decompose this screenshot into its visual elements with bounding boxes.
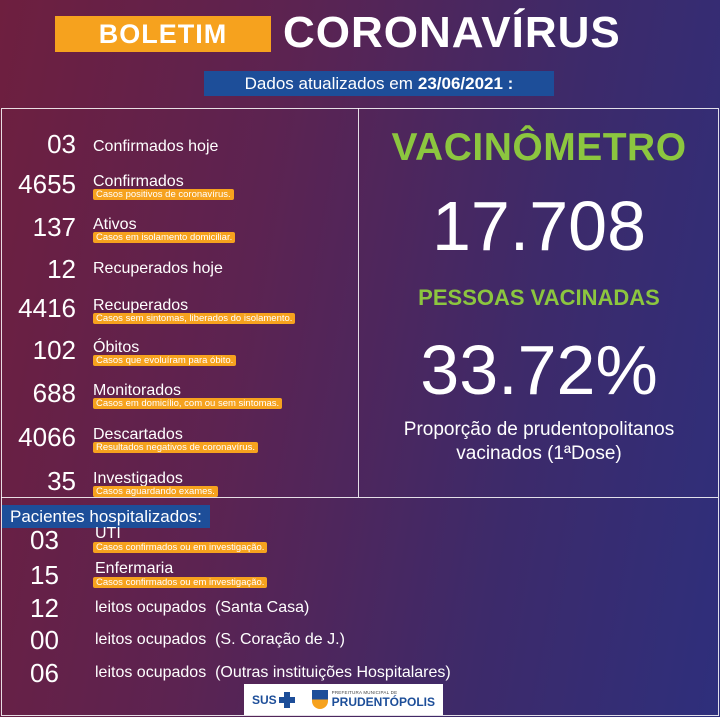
stat-label: Ativos bbox=[93, 216, 137, 233]
stat-label: Recuperados hoje bbox=[93, 260, 223, 277]
stat-label: Recuperados bbox=[93, 297, 189, 314]
stat-sublabel: Casos em domicílio, com ou sem sintomas. bbox=[93, 398, 283, 409]
hosp-row-outras: 06 leitos ocupados (Outras instituições … bbox=[0, 658, 560, 690]
vaccine-percent: 33.72% bbox=[420, 331, 658, 409]
hosp-number: 03 bbox=[30, 525, 59, 555]
vaccine-title: VACINÔMETRO bbox=[391, 126, 687, 169]
stat-row-recuperados-hoje: 12 Recuperados hoje bbox=[0, 254, 356, 294]
stat-row-confirmados: 4655 Confirmados Casos positivos de coro… bbox=[0, 169, 356, 209]
hosp-row-coracao: 00 leitos ocupados (S. Coração de J.) bbox=[0, 625, 560, 657]
vaccine-count: 17.708 bbox=[431, 187, 647, 265]
stat-label: Confirmados hoje bbox=[93, 138, 219, 155]
stat-row-descartados: 4066 Descartados Resultados negativos de… bbox=[0, 422, 356, 462]
stat-label: Confirmados bbox=[93, 173, 184, 190]
hosp-row-uti: 03 UTI Casos confirmados ou em investiga… bbox=[0, 525, 560, 557]
stat-sublabel: Casos aguardando exames. bbox=[93, 486, 218, 497]
hosp-row-santa-casa: 12 leitos ocupados (Santa Casa) bbox=[0, 593, 560, 625]
prefeitura-small-label: PREFEITURA MUNICIPAL DE bbox=[331, 690, 398, 696]
sus-label: SUS bbox=[252, 692, 277, 707]
stat-sublabel: Casos em isolamento domiciliar. bbox=[93, 232, 236, 243]
stat-number: 03 bbox=[47, 129, 76, 159]
hosp-sublabel: Casos confirmados ou em investigação. bbox=[93, 577, 268, 588]
vaccine-description-line1: Proporção de prudentopolitanos bbox=[403, 419, 675, 440]
stat-number: 4655 bbox=[18, 169, 76, 199]
stat-label: Investigados bbox=[93, 470, 183, 487]
stat-number: 688 bbox=[32, 378, 76, 408]
sus-cross-icon bbox=[278, 691, 295, 708]
hosp-number: 06 bbox=[30, 658, 59, 688]
stat-number: 102 bbox=[32, 335, 76, 365]
prefeitura-text: PREFEITURA MUNICIPAL DE PRUDENTÓPOLIS bbox=[332, 691, 435, 708]
vertical-divider bbox=[358, 108, 359, 497]
hosp-label: leitos ocupados (Santa Casa) bbox=[95, 599, 310, 616]
prefeitura-name: PRUDENTÓPOLIS bbox=[331, 694, 435, 709]
vaccine-people-label: PESSOAS VACINADAS bbox=[418, 285, 660, 310]
stat-sublabel: Casos que evoluíram para óbito. bbox=[93, 355, 237, 366]
hosp-label: UTI bbox=[95, 525, 121, 542]
stat-sublabel: Resultados negativos de coronavírus. bbox=[93, 442, 258, 453]
vaccine-description: Proporção de prudentopolitanos vacinados… bbox=[360, 418, 718, 466]
stat-number: 4066 bbox=[18, 422, 76, 452]
stat-row-recuperados: 4416 Recuperados Casos sem sintomas, lib… bbox=[0, 293, 356, 333]
hosp-number: 00 bbox=[30, 625, 59, 655]
update-bar: Dados atualizados em 23/06/2021 : bbox=[204, 71, 554, 96]
horizontal-divider bbox=[1, 497, 718, 498]
content-frame bbox=[1, 108, 719, 716]
stat-label: Monitorados bbox=[93, 382, 182, 399]
stat-row-obitos: 102 Óbitos Casos que evoluíram para óbit… bbox=[0, 335, 356, 375]
hosp-sublabel: Casos confirmados ou em investigação. bbox=[93, 542, 268, 553]
hosp-label: Enfermaria bbox=[95, 560, 174, 577]
hosp-row-enfermaria: 15 Enfermaria Casos confirmados ou em in… bbox=[0, 560, 560, 592]
boletim-badge: BOLETIM bbox=[55, 16, 271, 52]
footer-logos: SUS PREFEITURA MUNICIPAL DE PRUDENTÓPOLI… bbox=[244, 684, 443, 715]
prefeitura-logo: PREFEITURA MUNICIPAL DE PRUDENTÓPOLIS bbox=[311, 690, 435, 709]
hosp-label: leitos ocupados (S. Coração de J.) bbox=[95, 631, 345, 648]
stat-number: 35 bbox=[47, 466, 76, 496]
vaccine-description-line2: vacinados (1ªDose) bbox=[456, 443, 622, 464]
stat-row-confirmados-hoje: 03 Confirmados hoje bbox=[0, 129, 356, 169]
stat-sublabel: Casos sem sintomas, liberados do isolame… bbox=[93, 313, 296, 324]
hospitalized-title: Pacientes hospitalizados: bbox=[2, 505, 210, 528]
update-date: 23/06/2021 : bbox=[417, 73, 514, 93]
stat-label: Descartados bbox=[93, 426, 183, 443]
hosp-label: leitos ocupados (Outras instituições Hos… bbox=[95, 664, 451, 681]
hosp-number: 15 bbox=[30, 560, 59, 590]
stat-sublabel: Casos positivos de coronavírus. bbox=[93, 189, 234, 200]
sus-logo: SUS bbox=[252, 691, 295, 708]
stat-number: 137 bbox=[32, 212, 76, 242]
stat-number: 12 bbox=[47, 254, 76, 284]
stat-row-ativos: 137 Ativos Casos em isolamento domicilia… bbox=[0, 212, 356, 252]
update-prefix: Dados atualizados em bbox=[244, 73, 413, 93]
stat-row-monitorados: 688 Monitorados Casos em domicílio, com … bbox=[0, 378, 356, 418]
header-title: CORONAVÍRUS bbox=[283, 8, 621, 57]
stat-row-investigados: 35 Investigados Casos aguardando exames. bbox=[0, 466, 356, 506]
stat-label: Óbitos bbox=[93, 339, 140, 356]
hosp-number: 12 bbox=[30, 593, 59, 623]
stat-number: 4416 bbox=[18, 293, 76, 323]
municipal-crest-icon bbox=[311, 690, 328, 709]
